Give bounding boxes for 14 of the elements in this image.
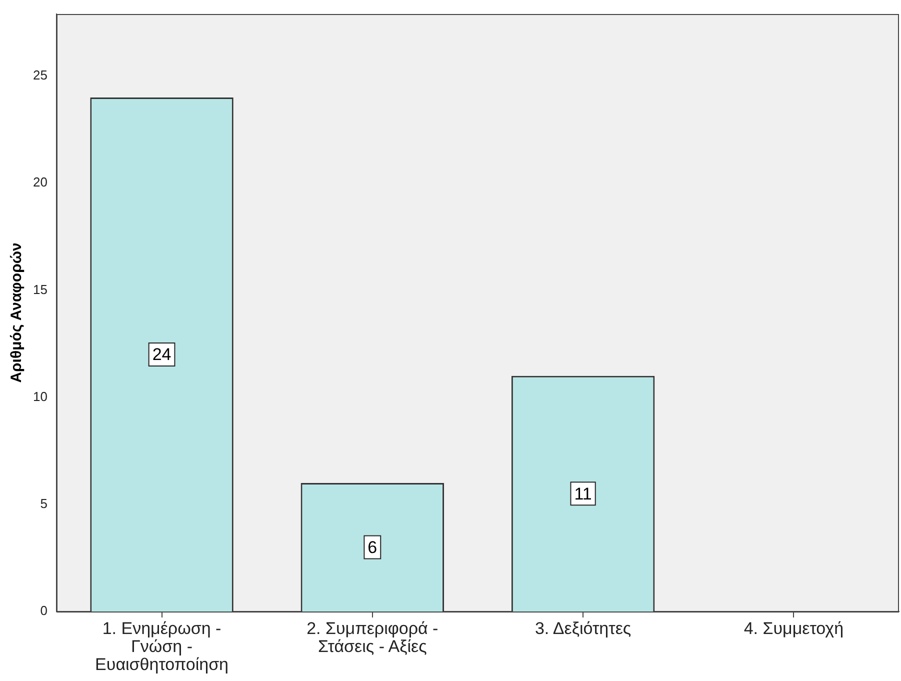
y-tick-label: 15 bbox=[32, 282, 48, 297]
x-tick-label: 4. Συμμετοχή bbox=[744, 619, 844, 638]
y-tick-label: 20 bbox=[32, 174, 48, 190]
data-label: 6 bbox=[368, 538, 378, 557]
y-tick-label: 5 bbox=[40, 496, 48, 511]
x-tick-label: 2. Συμπεριφορά - Στάσεις - Αξίες bbox=[306, 619, 438, 656]
y-tick-label: 10 bbox=[32, 388, 48, 404]
data-label: 24 bbox=[152, 345, 172, 364]
x-tick-label: 1. Ενημέρωση - Γνώση - Ευαισθητοποίηση bbox=[95, 619, 229, 674]
y-tick-label: 0 bbox=[40, 603, 48, 618]
y-tick-label: 25 bbox=[32, 68, 48, 83]
y-axis-title: Αριθμός Αναφορών bbox=[8, 242, 26, 383]
x-tick-label: 3. Δεξιότητες bbox=[534, 619, 632, 638]
data-label: 11 bbox=[574, 484, 592, 504]
